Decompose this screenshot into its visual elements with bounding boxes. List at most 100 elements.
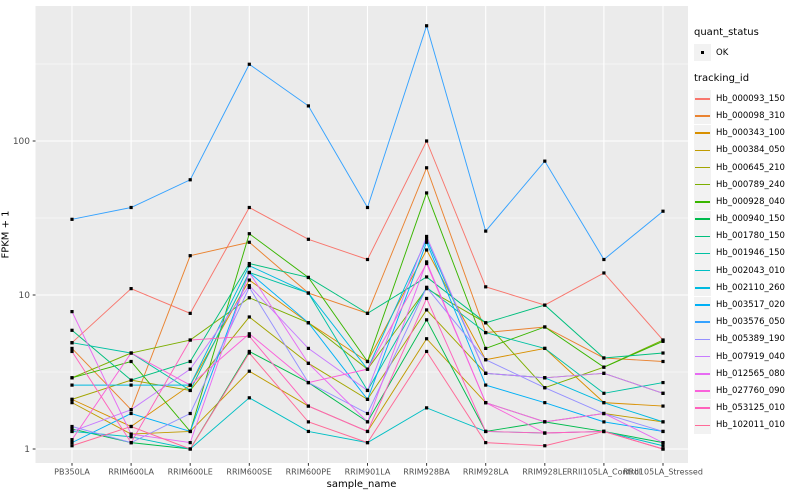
- data-point: [602, 420, 606, 424]
- legend-item-label: Hb_001946_150: [716, 248, 785, 259]
- legend-line-swatch: [695, 115, 710, 117]
- data-point: [661, 351, 665, 355]
- data-point: [247, 334, 251, 338]
- legend-key-box: [694, 382, 711, 400]
- data-point: [425, 318, 429, 322]
- data-point: [188, 359, 192, 364]
- data-point: [306, 291, 310, 295]
- data-point: [543, 401, 547, 405]
- x-axis-title: sample_name: [326, 479, 397, 490]
- data-point: [129, 383, 133, 387]
- legend-key-box: [694, 176, 711, 194]
- legend-item-label: Hb_000384_050: [716, 145, 785, 156]
- point-marker-icon: [700, 50, 705, 55]
- data-point: [247, 332, 251, 336]
- data-point: [425, 275, 429, 279]
- data-point: [70, 427, 74, 431]
- data-point: [129, 287, 133, 291]
- legend-line-swatch: [695, 218, 710, 220]
- data-point: [425, 24, 429, 28]
- data-point: [247, 315, 251, 319]
- data-point: [602, 371, 606, 375]
- data-point: [425, 349, 429, 354]
- data-point: [661, 339, 665, 343]
- legend: quant_status OK tracking_id Hb_000093_15…: [694, 27, 785, 434]
- data-point: [543, 303, 547, 307]
- data-point: [129, 435, 133, 439]
- data-point: [425, 406, 429, 410]
- legend-item-label: Hb_000789_240: [716, 179, 785, 190]
- data-point: [70, 383, 74, 387]
- data-point: [306, 404, 310, 408]
- data-point: [70, 424, 74, 429]
- data-point: [484, 321, 488, 325]
- legend-key-box: [694, 330, 711, 348]
- data-point: [661, 209, 665, 213]
- data-point: [247, 351, 251, 355]
- data-point: [661, 359, 665, 364]
- data-point: [70, 438, 74, 442]
- legend-item-label: OK: [716, 47, 729, 58]
- legend-item-label: Hb_000928_040: [716, 196, 785, 207]
- data-point: [425, 191, 429, 195]
- data-point: [129, 441, 133, 445]
- legend-key-box: [694, 44, 711, 62]
- legend-item-Hb_000928_040: Hb_000928_040: [694, 193, 785, 211]
- data-point: [425, 285, 429, 290]
- data-point: [425, 308, 429, 312]
- legend-key-box: [694, 313, 711, 331]
- data-point: [365, 205, 370, 210]
- data-point: [543, 325, 547, 329]
- data-point: [543, 376, 547, 380]
- y-tick-label: 1: [24, 445, 30, 455]
- legend-item-label: Hb_002043_010: [716, 265, 785, 276]
- data-point: [365, 388, 370, 393]
- data-point: [247, 261, 251, 266]
- legend-item-Hb_001780_150: Hb_001780_150: [694, 227, 785, 245]
- legend-line-swatch: [695, 373, 710, 375]
- data-point: [484, 229, 488, 233]
- legend-item-Hb_000384_050: Hb_000384_050: [694, 141, 785, 159]
- data-point: [425, 237, 429, 241]
- data-point: [425, 296, 429, 301]
- data-point: [602, 391, 606, 395]
- data-point: [543, 431, 547, 435]
- data-point: [484, 358, 488, 362]
- x-tick-label: RRII105LA_Control: [567, 468, 641, 477]
- data-point: [602, 356, 606, 360]
- x-tick-label: PB350LA: [54, 468, 90, 477]
- data-point: [602, 271, 606, 275]
- data-point: [247, 278, 251, 282]
- data-point: [70, 429, 74, 434]
- data-point: [306, 420, 310, 424]
- data-point: [188, 338, 192, 342]
- legend-line-swatch: [695, 390, 710, 392]
- data-point: [188, 254, 192, 258]
- x-tick-label: RRIM600SE: [226, 468, 272, 477]
- data-point: [70, 397, 74, 401]
- x-tick-label: RRIM928LA: [463, 468, 509, 477]
- legend-line-swatch: [695, 183, 710, 186]
- data-point: [425, 166, 429, 170]
- legend-line-swatch: [695, 252, 710, 255]
- data-point: [365, 359, 370, 364]
- legend-line-swatch: [695, 269, 710, 272]
- data-point: [425, 260, 429, 264]
- data-point: [543, 159, 547, 163]
- legend-line-swatch: [695, 321, 710, 323]
- data-point: [543, 420, 547, 424]
- legend-item-ok: OK: [694, 44, 785, 62]
- legend-line-swatch: [695, 132, 710, 134]
- data-point: [129, 205, 133, 210]
- legend-key-box: [694, 227, 711, 245]
- data-point: [247, 296, 251, 300]
- legend-item-Hb_002043_010: Hb_002043_010: [694, 262, 785, 280]
- data-point: [365, 367, 370, 371]
- data-point: [484, 441, 488, 445]
- legend-line-swatch: [695, 235, 710, 238]
- legend-item-label: Hb_000093_150: [716, 93, 785, 104]
- legend-key-box: [694, 141, 711, 159]
- legend-key-box: [694, 399, 711, 417]
- legend-item-Hb_001946_150: Hb_001946_150: [694, 244, 785, 262]
